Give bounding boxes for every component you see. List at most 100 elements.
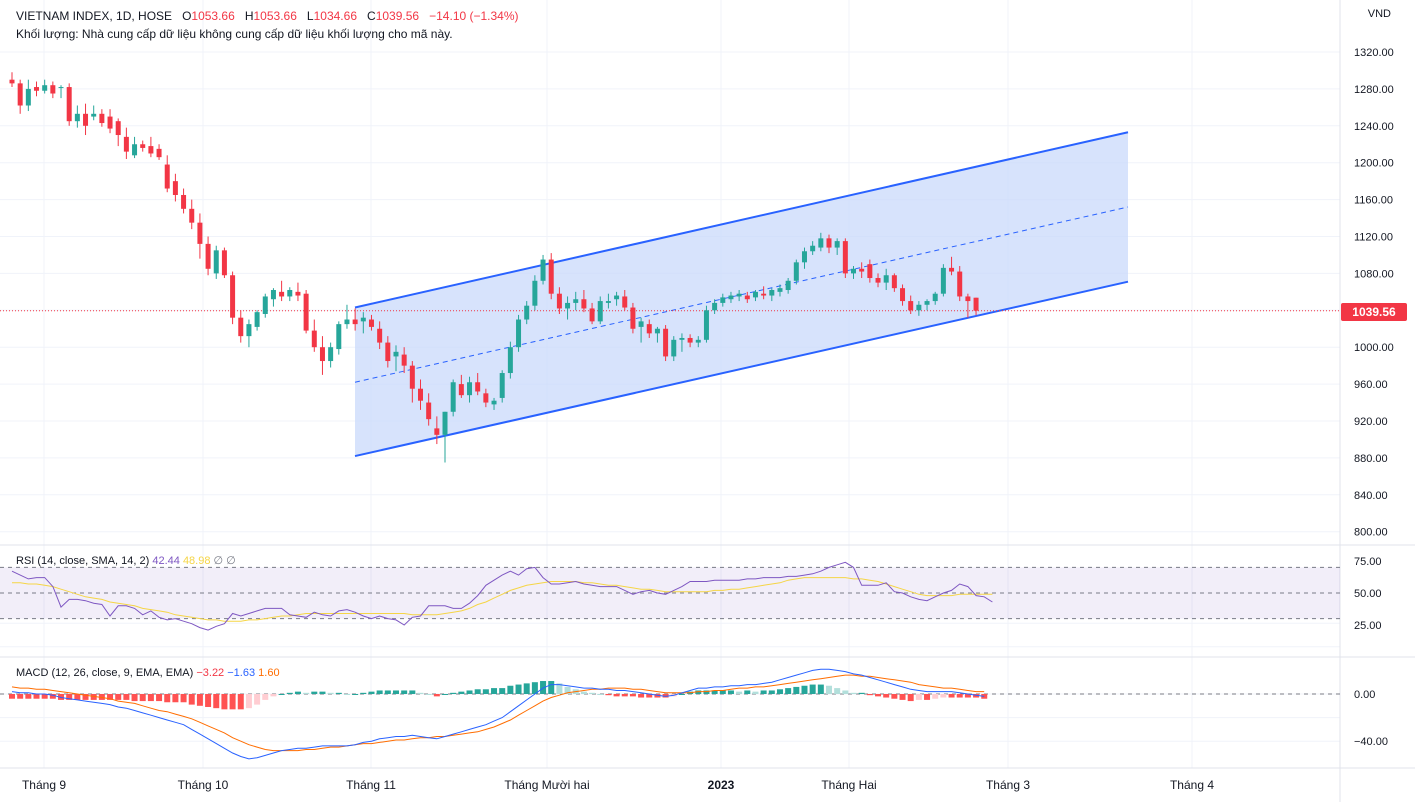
macd-histogram-bar [907, 694, 914, 702]
candle-body [156, 148, 162, 158]
macd-histogram-bar [858, 692, 865, 694]
candle-body [654, 328, 660, 334]
macd-histogram-bar [433, 694, 440, 697]
macd-histogram-bar [850, 692, 857, 694]
candle-body [818, 238, 824, 248]
candle-body [246, 324, 252, 337]
candle-body [254, 312, 260, 327]
candle-body [50, 85, 56, 94]
macd-histogram-bar [842, 690, 849, 694]
candle-body [622, 296, 628, 308]
macd-histogram-bar [719, 690, 726, 694]
candle-body [148, 146, 154, 154]
low-value: 1034.66 [313, 9, 357, 23]
macd-histogram-bar [826, 685, 832, 694]
candle-body [728, 295, 734, 300]
price-tick-label: 1120.00 [1354, 232, 1393, 244]
candle-body [548, 259, 554, 294]
time-label: 2023 [708, 778, 735, 792]
candle-body [83, 113, 89, 126]
macd-histogram-bar [343, 694, 350, 695]
rsi-band [0, 567, 1340, 619]
macd-histogram-bar [25, 694, 32, 699]
macd-histogram-bar [360, 692, 367, 694]
macd-histogram-bar [752, 691, 759, 694]
macd-histogram-bar [205, 694, 212, 707]
candle-body [744, 295, 750, 300]
macd-histogram-bar [188, 694, 195, 705]
close-value: 1039.56 [375, 9, 420, 23]
macd-tick-label: 0.00 [1354, 689, 1375, 701]
macd-histogram-bar [940, 694, 947, 698]
price-tick-label: 920.00 [1354, 416, 1388, 428]
macd-histogram-bar [82, 694, 89, 700]
candle-body [115, 121, 121, 136]
macd-histogram-bar [237, 694, 244, 710]
candle-body [132, 144, 138, 156]
candle-body [458, 384, 464, 396]
macd-histogram-bar [245, 694, 252, 709]
candle-body [213, 250, 219, 274]
open-value: 1053.66 [191, 9, 235, 23]
candle-body [418, 388, 423, 401]
candle-body [556, 293, 562, 309]
candle-body [646, 324, 652, 334]
candle-body [949, 267, 955, 272]
macd-line [11, 668, 985, 760]
candle-body [924, 301, 930, 305]
candle-body [605, 301, 611, 303]
rsi-legend-label: RSI (14, close, SMA, 14, 2) [16, 555, 150, 567]
macd-histogram-bar [474, 689, 481, 694]
macd-histogram-bar [270, 694, 277, 697]
candle-body [336, 324, 342, 350]
macd-histogram-bar [98, 694, 105, 700]
macd-histogram-bar [409, 690, 416, 694]
symbol-info: VIETNAM INDEX, 1D, HOSE [16, 9, 173, 23]
price-tick-label: 1200.00 [1354, 158, 1394, 170]
candle-body [532, 280, 538, 306]
rsi-tick-label: 75.00 [1354, 556, 1382, 568]
macd-histogram-bar [948, 694, 955, 698]
macd-histogram-bar [956, 694, 963, 698]
candle-body [197, 222, 203, 244]
macd-histogram-bar [915, 694, 922, 700]
candle-body [565, 302, 571, 309]
candle-body [270, 290, 276, 300]
candle-body [965, 296, 971, 302]
candle-body [891, 275, 897, 289]
candle-body [875, 278, 881, 283]
candle-body [589, 308, 595, 322]
rsi-tick-label: 25.00 [1354, 620, 1382, 632]
macd-histogram-bar [678, 694, 685, 695]
macd-histogram-bar [458, 691, 465, 694]
macd-histogram-bar [654, 694, 661, 698]
macd-histogram-bar [499, 688, 506, 694]
candle-body [221, 250, 227, 276]
candle-body [957, 271, 963, 297]
candle-body [842, 241, 848, 274]
candle-body [859, 268, 865, 272]
macd-histogram-bar [49, 694, 56, 699]
macd-histogram-bar [123, 694, 130, 700]
candle-body [916, 304, 922, 311]
macd-histogram-bar [466, 690, 473, 694]
candle-body [172, 181, 178, 195]
candle-body [483, 393, 489, 403]
candle-body [352, 319, 358, 325]
macd-histogram-bar [768, 690, 775, 694]
candle-body [851, 268, 857, 274]
last-price-tag: 1039.56 [1341, 303, 1407, 321]
candle-body [581, 299, 587, 309]
time-label: Tháng 4 [1170, 778, 1214, 792]
candle-body [752, 291, 758, 298]
candle-body [940, 267, 946, 294]
macd-histogram-bar [776, 689, 783, 694]
price-tick-label: 880.00 [1354, 453, 1388, 465]
candle-body [826, 238, 832, 248]
candle-body [99, 113, 105, 124]
candle-body [932, 293, 938, 302]
candle-body [712, 302, 718, 311]
macd-histogram-bar [695, 690, 702, 694]
macd-histogram-bar [352, 694, 359, 695]
